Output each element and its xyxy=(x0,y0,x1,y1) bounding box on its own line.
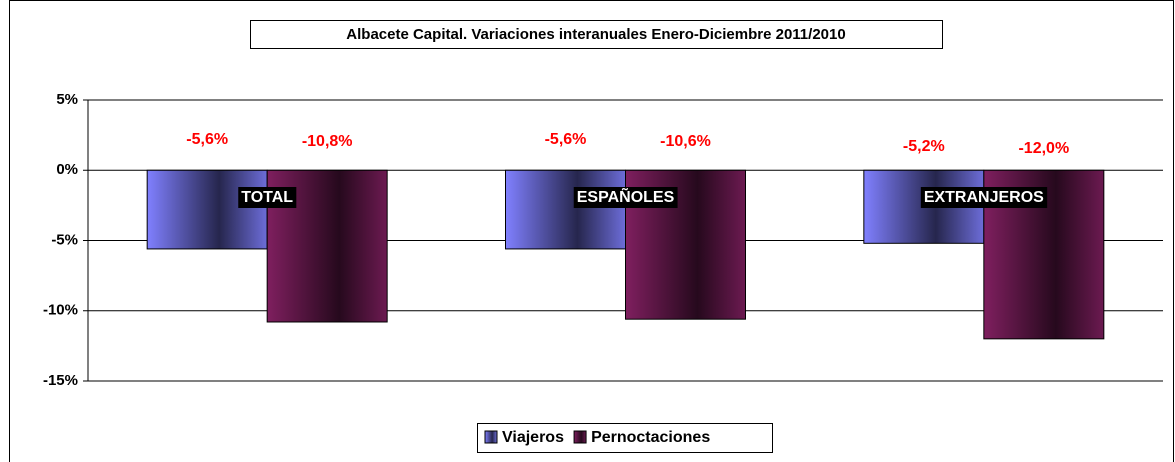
legend-swatch xyxy=(484,430,498,444)
data-label: -10,8% xyxy=(302,133,353,150)
bar xyxy=(505,169,626,250)
y-tick-label: -15% xyxy=(43,372,78,389)
y-tick-label: 5% xyxy=(56,91,78,108)
data-label: -5,2% xyxy=(903,138,945,155)
category-label-bg xyxy=(920,187,1048,208)
y-tick-label: -10% xyxy=(43,302,78,319)
category-label: TOTAL xyxy=(241,189,293,206)
y-tick-label: -5% xyxy=(51,231,78,248)
legend-label: Pernoctaciones xyxy=(591,429,710,446)
category-label-bg xyxy=(573,187,678,208)
data-label: -12,0% xyxy=(1018,140,1069,157)
legend-label: Viajeros xyxy=(502,429,564,446)
category-label: ESPAÑOLES xyxy=(577,186,675,206)
data-label: -5,6% xyxy=(545,131,587,148)
category-label-bg xyxy=(238,187,297,208)
bar xyxy=(146,169,268,250)
data-label: -10,6% xyxy=(660,133,711,150)
data-label: -5,6% xyxy=(186,131,228,148)
title-box xyxy=(250,20,943,49)
chart-title: Albacete Capital. Variaciones interanual… xyxy=(346,26,845,43)
legend-swatch xyxy=(573,430,587,444)
category-label: EXTRANJEROS xyxy=(924,189,1044,206)
legend-box xyxy=(477,423,773,453)
y-tick-label: 0% xyxy=(56,161,78,178)
